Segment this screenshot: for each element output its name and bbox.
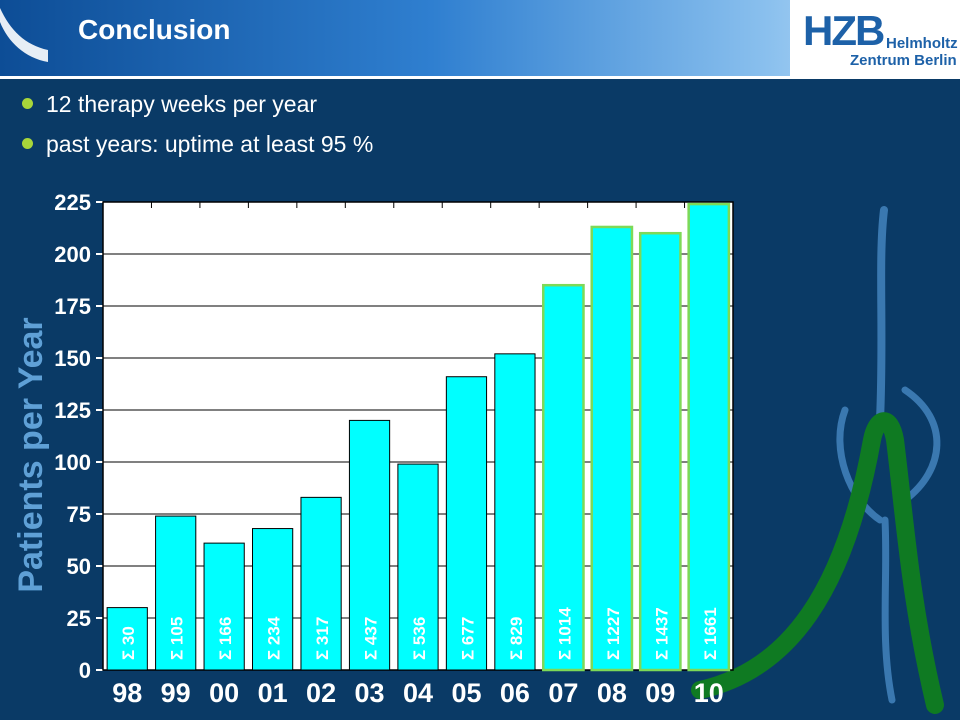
bar-label: Σ 317	[313, 617, 332, 660]
bullet-dot-icon	[22, 138, 33, 149]
slide-title: Conclusion	[78, 14, 231, 45]
bar-label: Σ 1227	[604, 607, 623, 660]
y-tick-label: 50	[67, 554, 91, 579]
header-divider	[0, 76, 960, 79]
x-tick-label: 10	[694, 678, 724, 708]
x-axis-tick-labels: 98 99 00 01 02 03 04 05 06 07 08 09 10	[112, 678, 724, 708]
y-tick-label: 25	[67, 606, 91, 631]
bar	[494, 353, 536, 671]
bar	[542, 283, 585, 672]
x-tick-label: 02	[306, 678, 336, 708]
bar	[252, 528, 294, 671]
bar-label: Σ 829	[507, 617, 526, 660]
x-tick-label: 01	[258, 678, 288, 708]
x-tick-label: 09	[645, 678, 675, 708]
bar	[445, 376, 488, 671]
bar-label: Σ 30	[119, 626, 138, 660]
x-tick-label: 04	[403, 678, 433, 708]
x-tick-label: 08	[597, 678, 627, 708]
bullet-text: past years: uptime at least 95 %	[46, 131, 374, 157]
bullet-item: past years: uptime at least 95 %	[22, 131, 373, 158]
y-tick-label: 125	[54, 398, 91, 423]
y-tick-label: 150	[54, 346, 91, 371]
logo-mark: HZB	[803, 7, 885, 54]
y-tick-label: 100	[54, 450, 91, 475]
bar-label: Σ 166	[216, 617, 235, 660]
logo-line-2: Zentrum Berlin	[850, 52, 957, 69]
y-tick-label: 200	[54, 242, 91, 267]
bar	[397, 463, 439, 671]
y-axis-label: Patients per Year	[12, 317, 50, 592]
bar	[203, 542, 245, 671]
logo-line-1: Helmholtz	[886, 35, 958, 52]
bar-label: Σ 437	[362, 617, 381, 660]
bar-label: Σ 536	[410, 617, 429, 660]
x-tick-label: 99	[161, 678, 191, 708]
bullet-item: 12 therapy weeks per year	[22, 91, 317, 118]
bar-label: Σ 677	[458, 617, 477, 660]
bar-label: Σ 1014	[555, 607, 574, 660]
bar	[687, 202, 731, 672]
bar	[638, 231, 682, 672]
logo	[790, 0, 960, 76]
bars	[106, 202, 731, 672]
bar-labels: Σ 30 Σ 105 Σ 166 Σ 234 Σ 317 Σ 437 Σ 536 Σ 677 Σ…	[119, 607, 720, 660]
bar	[300, 496, 342, 671]
x-tick-label: 07	[548, 678, 578, 708]
x-tick-label: 03	[355, 678, 385, 708]
bar	[155, 515, 197, 671]
bar-label: Σ 234	[265, 616, 284, 660]
x-tick-label: 05	[451, 678, 481, 708]
bullet-dot-icon	[22, 98, 33, 109]
stylized-figure-icon	[691, 206, 944, 714]
bar-label: Σ 1661	[701, 607, 720, 660]
bar	[590, 225, 634, 672]
bar	[348, 419, 391, 671]
bar-label: Σ 1437	[652, 607, 671, 660]
y-tick-label: 75	[67, 502, 91, 527]
swoosh-decoration-icon	[0, 8, 48, 62]
bullet-text: 12 therapy weeks per year	[46, 91, 318, 117]
x-tick-label: 98	[112, 678, 142, 708]
y-tick-label: 175	[54, 294, 91, 319]
bar	[106, 607, 148, 671]
x-tick-label: 00	[209, 678, 239, 708]
y-tick-label: 0	[79, 658, 91, 683]
x-tick-label: 06	[500, 678, 530, 708]
bar-label: Σ 105	[168, 617, 187, 660]
y-tick-label: 225	[54, 190, 91, 215]
y-axis-tick-labels: 0 25 50 75 100 125 150 175 200 225	[54, 190, 91, 683]
